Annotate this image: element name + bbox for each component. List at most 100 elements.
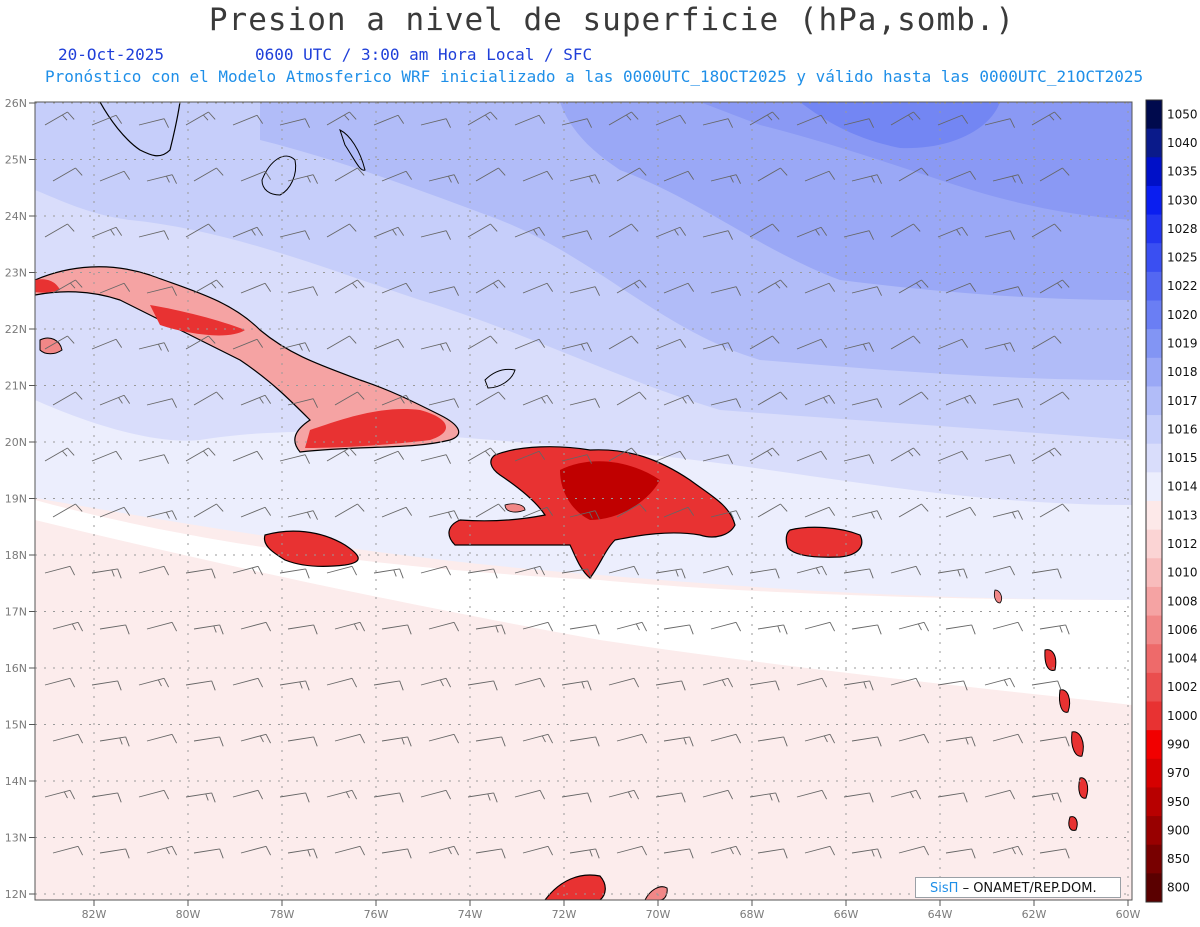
wind-barb [475, 391, 506, 406]
wind-barb [663, 170, 695, 182]
wind-barb [381, 394, 413, 406]
wind-barb [475, 167, 506, 182]
wind-barb [655, 338, 687, 350]
wind-barb [522, 170, 554, 182]
wind-barb [240, 170, 272, 182]
wind-barb [843, 568, 874, 579]
wind-barb [851, 510, 882, 520]
wind-barb [52, 391, 83, 406]
colorbar-label: 1035 [1167, 165, 1198, 179]
wind-barb [467, 335, 498, 350]
wind-barb [428, 621, 460, 632]
wind-barb [232, 114, 264, 126]
wind-barb [193, 167, 224, 182]
wind-barb [326, 335, 357, 350]
wind-barb [428, 174, 459, 184]
wind-barb [240, 394, 272, 406]
wind-barb [138, 342, 169, 352]
colorbar-label: 1016 [1167, 422, 1198, 436]
wind-barb [937, 680, 968, 691]
wind-barb [890, 447, 921, 462]
wind-barb [1031, 680, 1062, 691]
wind-barb [381, 624, 412, 635]
colorbar-swatch [1146, 730, 1162, 760]
wind-barb [1031, 447, 1062, 462]
wind-barb [1031, 335, 1062, 350]
forecast-info: Pronóstico con el Modelo Atmosferico WRF… [45, 67, 1144, 86]
wind-barb [44, 677, 76, 688]
wind-barb [561, 230, 592, 240]
wind-barb [185, 680, 216, 691]
wind-barb [804, 506, 836, 518]
wind-barb [185, 111, 216, 126]
wind-barb [898, 167, 929, 182]
wind-barb [514, 338, 546, 350]
wind-barb [91, 338, 123, 350]
colorbar-label: 1013 [1167, 508, 1198, 522]
wind-barb [279, 680, 310, 691]
wind-barb [467, 680, 498, 691]
wind-barb [240, 506, 272, 518]
lat-label: 18N [5, 549, 27, 562]
wind-barb [890, 111, 921, 126]
wind-barb [467, 111, 498, 126]
wind-barb [99, 848, 130, 859]
wind-barb [232, 226, 264, 238]
wind-barb [702, 454, 733, 464]
wind-barb [945, 506, 977, 518]
colorbar-label: 1010 [1167, 566, 1198, 580]
wind-barb [420, 789, 452, 800]
wind-barb [749, 792, 780, 803]
wind-barb [287, 736, 318, 747]
colorbar-swatch [1146, 386, 1162, 416]
wind-barb [561, 118, 592, 128]
wind-barb [428, 510, 459, 520]
wind-barbs [44, 111, 1070, 859]
longitude-labels: 82W 80W 78W 76W 74W 72W 70W 68W 66W 64W 62W 60W [82, 900, 1141, 921]
wind-barb [193, 279, 224, 294]
wind-barb [91, 680, 122, 691]
wind-barb [193, 736, 224, 747]
wind-barb [710, 174, 741, 184]
wind-barb [616, 167, 647, 182]
wind-barb [710, 845, 742, 856]
colorbar-swatch [1146, 100, 1162, 130]
wind-barb [616, 845, 648, 856]
wind-barb [1031, 792, 1062, 803]
colorbar-swatch [1146, 329, 1162, 359]
wind-barb [851, 736, 882, 747]
wind-barb [326, 223, 357, 238]
wind-barb [44, 565, 76, 576]
wind-barb [138, 118, 169, 128]
colorbar-swatch [1146, 844, 1162, 874]
wind-barb [52, 503, 83, 518]
wind-barb [44, 447, 75, 462]
wind-barb [279, 568, 310, 579]
colorbar-swatch [1146, 128, 1162, 158]
wind-barb [890, 565, 922, 576]
colorbar-frame [1145, 99, 1163, 903]
colorbar-swatch [1146, 758, 1162, 788]
wind-barb [146, 845, 178, 856]
wind-barb [898, 845, 930, 856]
wind-barb [804, 621, 836, 632]
credit-box: SisΠ – ONAMET/REP.DOM. [915, 877, 1121, 898]
wind-barb [185, 792, 216, 803]
colorbar-label: 1008 [1167, 594, 1198, 608]
wind-barb [561, 680, 592, 691]
wind-barb [287, 398, 318, 408]
wind-barb [373, 792, 404, 803]
wind-barb [287, 848, 318, 859]
wind-barb [757, 279, 788, 294]
wind-barb [279, 792, 310, 803]
wind-barb [91, 114, 123, 126]
lat-label: 15N [5, 719, 27, 732]
colorbar-label: 1000 [1167, 709, 1198, 723]
wind-barb [334, 503, 365, 518]
wind-barb [514, 789, 546, 800]
wind-barb [420, 118, 451, 128]
colorbar-label: 1017 [1167, 394, 1198, 408]
wind-barb [945, 624, 976, 635]
wind-barb [984, 789, 1016, 800]
wind-barb [514, 450, 546, 462]
